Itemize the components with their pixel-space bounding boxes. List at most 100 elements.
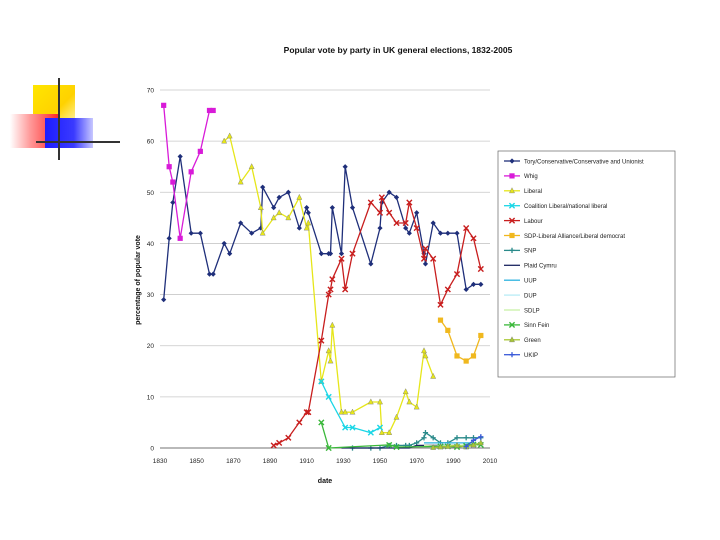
data-point (238, 220, 244, 226)
legend-box (497, 150, 676, 378)
data-point (305, 409, 312, 416)
series-1 (161, 102, 216, 241)
data-point (406, 199, 413, 206)
data-point (206, 271, 213, 277)
data-point (303, 409, 310, 416)
series-3 (318, 378, 384, 436)
data-point (444, 442, 451, 449)
data-point (378, 429, 385, 435)
chart-title: Popular vote by party in UK general elec… (284, 45, 513, 55)
data-point (509, 247, 515, 253)
series-line (273, 196, 482, 446)
data-point (197, 148, 203, 154)
data-point (349, 424, 356, 431)
data-point (445, 230, 451, 236)
data-point (437, 443, 444, 450)
data-point (325, 393, 332, 400)
data-point (509, 232, 515, 239)
data-point (413, 224, 420, 232)
x-tick-label: 1910 (299, 458, 314, 465)
data-point (454, 441, 460, 448)
legend-item: Sinn Fein (504, 321, 549, 329)
data-point (478, 332, 484, 339)
decor-blue-square (45, 118, 93, 148)
legend-item: UUP (504, 279, 537, 285)
data-point (509, 158, 515, 164)
data-point (188, 230, 194, 236)
decor-vertical-line (58, 78, 60, 160)
series-5 (437, 317, 484, 364)
series-0 (161, 153, 484, 303)
data-point (393, 219, 400, 227)
legend-label: UUP (524, 279, 537, 285)
data-point (477, 439, 484, 446)
data-point (377, 398, 383, 405)
data-point (285, 434, 292, 441)
data-point (342, 408, 349, 415)
data-point (197, 230, 203, 236)
data-point (276, 209, 283, 216)
data-point (276, 439, 283, 446)
data-point (478, 434, 484, 440)
series-13 (463, 434, 484, 450)
data-point (296, 225, 302, 231)
legend-item: Labour (504, 217, 543, 225)
data-point (508, 321, 516, 328)
data-point (422, 352, 429, 359)
data-point (166, 235, 172, 241)
data-point (327, 286, 334, 293)
data-point (221, 240, 227, 247)
legend-label: Tory/Conservative/Conservative and Union… (524, 159, 644, 165)
legend-label: SDLP (524, 308, 540, 314)
data-point (349, 408, 356, 415)
data-point (318, 419, 325, 426)
data-point (318, 251, 324, 257)
data-point (430, 372, 437, 379)
data-point (257, 204, 264, 210)
legend-item: SDLP (504, 308, 540, 314)
legend-label: Whig (524, 174, 538, 180)
data-point (210, 271, 216, 277)
y-tick-label: 0 (150, 446, 154, 453)
data-point (470, 437, 477, 443)
data-point (509, 352, 515, 358)
data-point (285, 189, 291, 195)
x-tick-labels: 1830 1850 1870 1890 1910 1930 1950 1970 1990 2010 (153, 458, 498, 465)
data-point (177, 235, 183, 241)
x-tick-label: 2010 (483, 458, 498, 465)
x-tick-label: 1830 (153, 458, 168, 465)
data-point (349, 205, 356, 211)
series-2 (221, 132, 437, 435)
x-tick-label: 1930 (336, 458, 351, 465)
data-point (342, 286, 349, 293)
legend-label: Green (524, 338, 541, 344)
data-point (161, 297, 167, 303)
data-point (170, 179, 176, 185)
legend-label: DUP (524, 293, 537, 299)
x-tick-label: 1990 (446, 458, 461, 465)
y-tick-label: 70 (147, 88, 155, 95)
data-point (188, 169, 194, 175)
data-point (221, 137, 228, 144)
data-point (296, 193, 303, 200)
data-point (414, 210, 420, 216)
y-tick-label: 30 (147, 292, 155, 299)
data-point (420, 255, 428, 262)
data-point (445, 327, 451, 333)
series-line (223, 135, 434, 434)
data-point (285, 214, 292, 221)
legend-item: SDP-Liberal Alliance/Liberal democrat (504, 232, 625, 240)
data-point (161, 102, 167, 108)
data-point (210, 107, 216, 114)
data-point (170, 199, 176, 206)
data-point (276, 194, 282, 200)
data-point (422, 245, 429, 252)
data-point (386, 209, 393, 216)
data-point (329, 205, 335, 211)
data-point (430, 443, 437, 450)
data-point (237, 178, 244, 185)
data-point (470, 441, 477, 448)
legend-label: Plaid Cymru (524, 264, 557, 270)
data-point (305, 210, 311, 216)
data-point (413, 403, 420, 410)
